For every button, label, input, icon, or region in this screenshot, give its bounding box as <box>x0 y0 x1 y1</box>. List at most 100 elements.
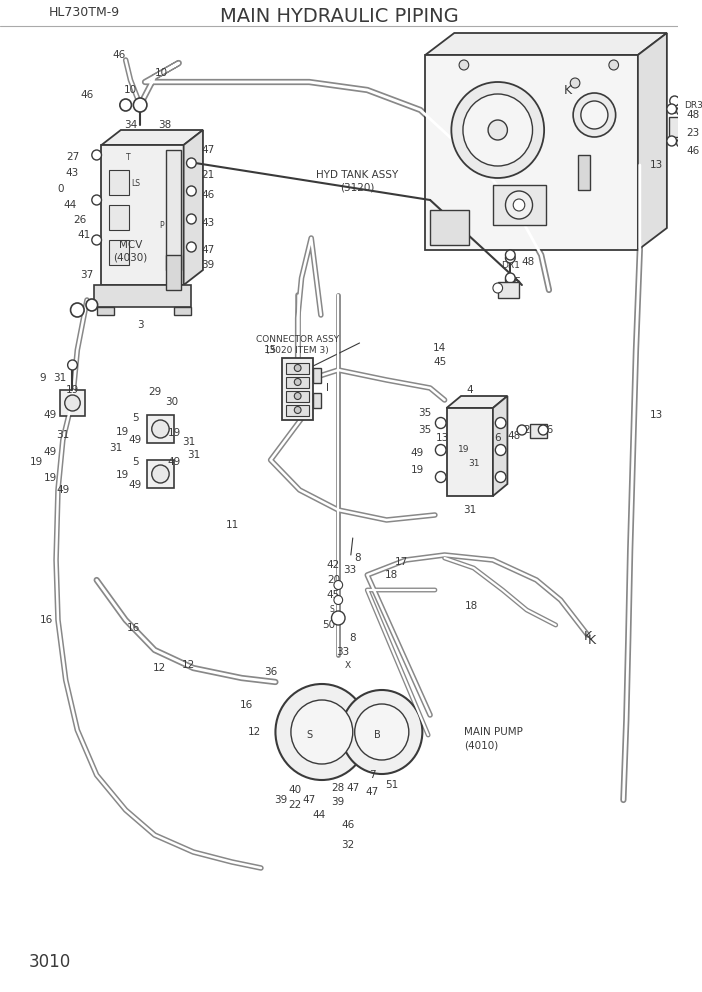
Text: 31: 31 <box>182 437 195 447</box>
Text: 51: 51 <box>385 780 398 790</box>
Circle shape <box>294 379 301 386</box>
Circle shape <box>496 471 506 482</box>
Text: 27: 27 <box>66 152 79 162</box>
Text: 4: 4 <box>466 385 473 395</box>
Circle shape <box>505 191 533 219</box>
Text: 19: 19 <box>44 473 57 483</box>
Circle shape <box>581 101 608 129</box>
Text: 12: 12 <box>182 660 195 670</box>
Circle shape <box>355 704 409 760</box>
Bar <box>498 282 519 298</box>
Text: I: I <box>326 383 329 393</box>
Text: (4010): (4010) <box>464 740 498 750</box>
Bar <box>286 405 310 416</box>
Text: 18: 18 <box>385 570 398 580</box>
Text: (4030): (4030) <box>113 252 147 262</box>
Text: 9: 9 <box>39 373 46 383</box>
Polygon shape <box>425 33 667 55</box>
Circle shape <box>92 235 102 245</box>
Bar <box>578 155 590 190</box>
Text: 25: 25 <box>508 277 522 287</box>
Bar <box>669 117 682 137</box>
Bar <box>110 205 128 230</box>
Text: 44: 44 <box>64 200 77 210</box>
Bar <box>60 390 85 416</box>
Circle shape <box>670 96 680 106</box>
Text: 34: 34 <box>124 120 137 130</box>
Circle shape <box>65 395 80 411</box>
Circle shape <box>609 60 618 70</box>
Text: K: K <box>583 631 592 644</box>
Text: X: X <box>345 661 351 670</box>
Circle shape <box>451 82 544 178</box>
Text: 29: 29 <box>148 387 161 397</box>
Text: 49: 49 <box>56 485 69 495</box>
Text: 46: 46 <box>541 425 554 435</box>
Circle shape <box>677 139 684 147</box>
Text: 48: 48 <box>508 431 521 441</box>
Circle shape <box>435 471 446 482</box>
Bar <box>282 358 313 420</box>
Circle shape <box>187 158 196 168</box>
Text: 49: 49 <box>44 410 57 420</box>
Circle shape <box>294 393 301 400</box>
Text: LS: LS <box>131 179 140 187</box>
Text: 8: 8 <box>350 633 356 643</box>
Text: (3120): (3120) <box>340 183 375 193</box>
Circle shape <box>71 303 84 317</box>
Circle shape <box>496 444 506 455</box>
Circle shape <box>92 195 102 205</box>
Bar <box>174 307 192 315</box>
Text: 19: 19 <box>116 427 129 437</box>
Bar <box>166 255 180 290</box>
Bar <box>97 307 114 315</box>
Text: 16: 16 <box>40 615 53 625</box>
Circle shape <box>334 595 343 604</box>
Bar <box>446 408 493 496</box>
Circle shape <box>667 104 677 114</box>
Bar <box>286 377 310 388</box>
Text: 46: 46 <box>112 50 126 60</box>
Circle shape <box>505 250 515 260</box>
Circle shape <box>513 199 525 211</box>
Text: 31: 31 <box>187 450 200 460</box>
Text: 22: 22 <box>288 800 301 810</box>
Circle shape <box>505 275 515 285</box>
Text: 35: 35 <box>418 425 432 435</box>
Text: 49: 49 <box>128 435 142 445</box>
Text: 23: 23 <box>687 128 699 138</box>
Circle shape <box>505 253 515 263</box>
Text: S: S <box>306 730 312 740</box>
Text: 3010: 3010 <box>29 953 71 971</box>
Text: 50: 50 <box>322 620 335 630</box>
Text: 3: 3 <box>137 320 143 330</box>
Text: 10: 10 <box>155 68 168 78</box>
Text: 15: 15 <box>264 345 277 355</box>
Text: 19: 19 <box>167 428 180 438</box>
Text: P: P <box>159 220 164 229</box>
Bar <box>286 391 310 402</box>
Text: 0: 0 <box>58 184 64 194</box>
Text: 47: 47 <box>346 783 359 793</box>
Text: 31: 31 <box>463 505 477 515</box>
Bar <box>493 185 546 225</box>
Circle shape <box>496 418 506 429</box>
Text: MAIN PUMP: MAIN PUMP <box>464 727 523 737</box>
Circle shape <box>341 690 423 774</box>
Text: 18: 18 <box>465 601 478 611</box>
Text: 5: 5 <box>132 457 138 467</box>
Circle shape <box>435 444 446 455</box>
Text: 49: 49 <box>44 447 57 457</box>
Text: 19: 19 <box>30 457 44 467</box>
Circle shape <box>493 283 503 293</box>
Polygon shape <box>446 396 508 408</box>
Text: 37: 37 <box>80 270 93 280</box>
Text: 5: 5 <box>132 413 138 423</box>
Polygon shape <box>638 33 667 250</box>
Bar <box>166 150 180 270</box>
Text: 30: 30 <box>166 397 178 407</box>
Text: 43: 43 <box>66 168 79 178</box>
Bar <box>425 55 638 250</box>
Polygon shape <box>102 130 203 145</box>
Text: 13: 13 <box>649 410 663 420</box>
